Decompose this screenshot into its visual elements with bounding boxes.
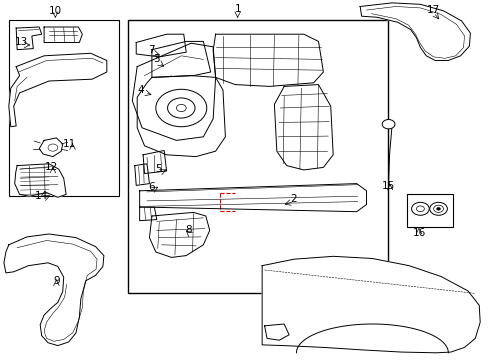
Circle shape [382, 120, 395, 129]
Polygon shape [360, 3, 470, 60]
Bar [407, 194, 453, 227]
Polygon shape [152, 41, 211, 77]
Polygon shape [4, 234, 104, 346]
Text: 2: 2 [291, 194, 297, 204]
Polygon shape [274, 85, 333, 170]
Polygon shape [143, 150, 167, 174]
Polygon shape [140, 184, 367, 212]
Polygon shape [136, 34, 186, 57]
Polygon shape [213, 34, 323, 86]
Polygon shape [44, 27, 82, 42]
Text: 4: 4 [138, 85, 145, 95]
Circle shape [430, 202, 447, 215]
Polygon shape [137, 76, 225, 157]
Text: 6: 6 [148, 182, 155, 192]
Text: 14: 14 [35, 191, 49, 201]
Polygon shape [39, 138, 63, 157]
Text: 17: 17 [427, 5, 441, 15]
Text: 7: 7 [148, 45, 155, 55]
Polygon shape [16, 27, 42, 50]
Polygon shape [135, 164, 149, 185]
Text: 1: 1 [234, 4, 241, 14]
Bar [128, 20, 388, 293]
Text: 16: 16 [412, 228, 426, 238]
Circle shape [156, 89, 207, 127]
Polygon shape [9, 53, 107, 127]
Polygon shape [15, 164, 66, 197]
Text: 10: 10 [49, 6, 62, 16]
Polygon shape [265, 324, 289, 340]
Text: 11: 11 [63, 139, 76, 149]
Text: 5: 5 [155, 164, 162, 174]
Text: 13: 13 [14, 37, 28, 48]
Text: 8: 8 [185, 225, 192, 235]
Polygon shape [262, 256, 480, 353]
Bar [9, 20, 119, 196]
Text: 15: 15 [381, 181, 395, 192]
Polygon shape [149, 212, 210, 257]
Text: 12: 12 [45, 162, 58, 172]
Polygon shape [132, 43, 216, 140]
Polygon shape [140, 207, 157, 221]
Circle shape [412, 202, 429, 215]
Text: 9: 9 [53, 276, 60, 286]
Text: 3: 3 [153, 54, 160, 64]
Circle shape [437, 207, 441, 210]
